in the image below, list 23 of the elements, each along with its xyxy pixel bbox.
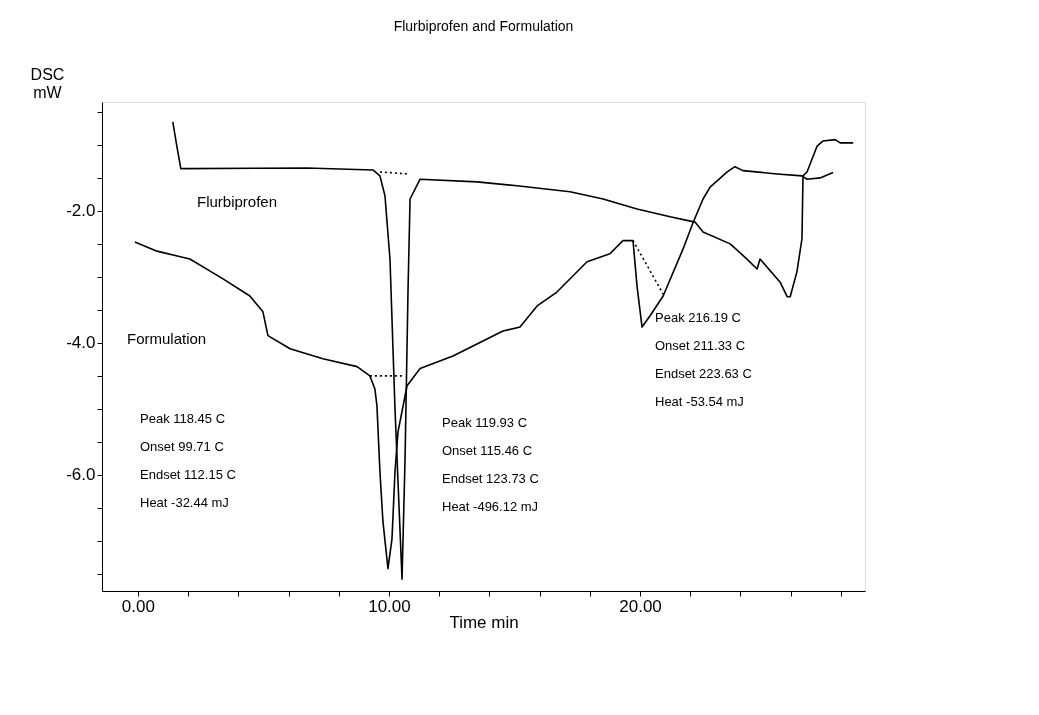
x-tick-label: 10.00 [368,596,411,616]
annotation: Heat -53.54 mJ [655,394,744,409]
x-tick-label: 0.00 [121,596,155,616]
annotation: Endset 223.63 C [655,366,752,381]
y-tick-label: -4.0 [66,333,96,353]
annotation: Onset 211.33 C [655,338,746,353]
x-axis-title: Time min [449,612,519,632]
annotation: Endset 123.73 C [442,471,539,486]
y-axis-title: DSC mW [30,65,65,101]
chart-title: Flurbiprofen and Formulation [393,18,574,34]
y-tick-label: -2.0 [66,201,96,221]
annotation: Endset 112.15 C [140,467,236,482]
annotation: Heat -496.12 mJ [442,499,539,514]
annotation: Peak 119.93 C [442,415,528,430]
x-tick-label: 20.00 [619,596,662,616]
annotation: Peak 216.19 C [655,310,742,325]
annotation: Peak 118.45 C [140,411,226,426]
annotation: Onset 99.71 C [140,439,224,454]
annotation: Onset 115.46 C [442,443,533,458]
annotation: Heat -32.44 mJ [140,495,229,510]
series-label: Flurbiprofen [197,193,278,210]
legend-label: Formulation [127,330,207,347]
y-tick-label: -6.0 [66,465,96,485]
